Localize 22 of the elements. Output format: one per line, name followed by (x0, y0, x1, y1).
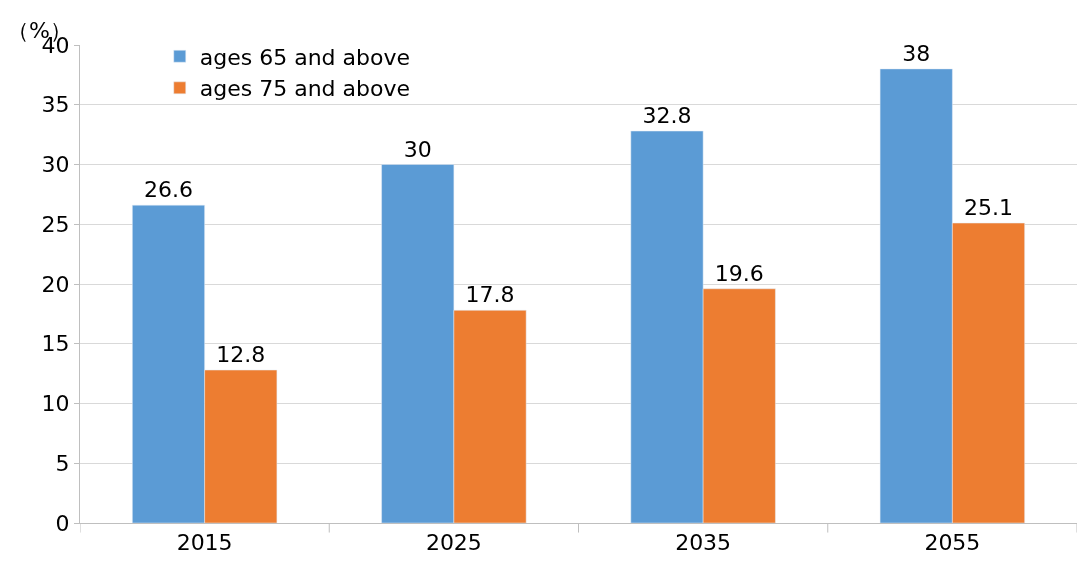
data-label: 12.8 (216, 342, 266, 368)
y-tick-label: 10 (41, 391, 70, 417)
data-label: 30 (403, 136, 432, 162)
y-tick-label: 30 (41, 152, 70, 178)
data-label: 38 (902, 40, 931, 66)
x-tick-label: 2015 (176, 530, 233, 556)
data-label: 25.1 (964, 195, 1014, 221)
x-tick-label: 2035 (675, 530, 732, 556)
data-label: 17.8 (465, 282, 515, 308)
y-tick-label: 20 (41, 271, 70, 297)
y-tick-label: 35 (41, 92, 70, 118)
y-tick-label: 0 (55, 510, 70, 536)
data-label: 32.8 (642, 103, 692, 129)
x-tick-label: 2055 (924, 530, 981, 556)
x-tick-label: 2025 (425, 530, 482, 556)
legend-label: ages 65 and above (199, 44, 411, 70)
y-tick-label: 15 (41, 331, 70, 357)
y-tick-label: 25 (41, 211, 70, 237)
legend-label: ages 75 and above (199, 76, 411, 102)
data-label: 26.6 (143, 177, 193, 203)
data-label: 19.6 (714, 260, 764, 286)
y-tick-label: 5 (55, 450, 70, 476)
